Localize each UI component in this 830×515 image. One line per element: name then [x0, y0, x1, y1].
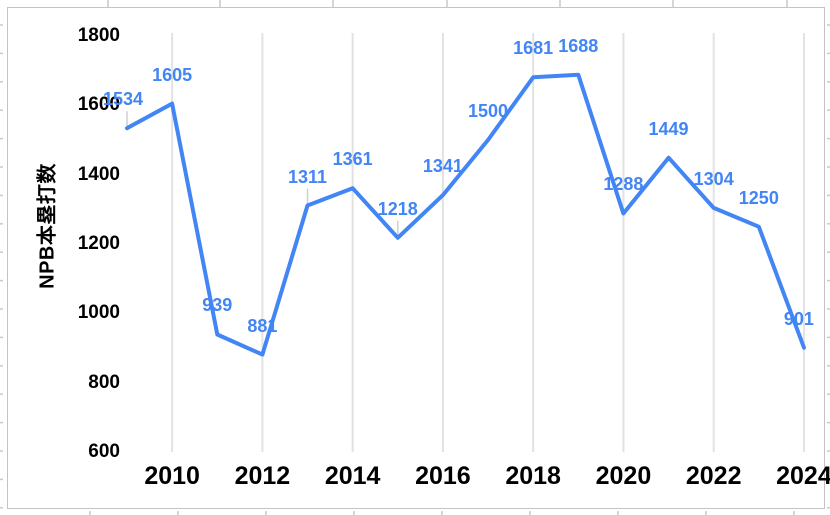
data-point-label: 939	[202, 295, 233, 316]
data-point-label: 1449	[648, 118, 689, 139]
y-tick-label: 1400	[77, 163, 120, 185]
x-tick-label: 2014	[324, 462, 381, 490]
data-point-label: 1250	[738, 187, 779, 208]
data-point-label: 1688	[558, 35, 599, 56]
data-point-label: 1681	[513, 38, 554, 59]
data-point-label: 881	[247, 315, 278, 336]
data-point-label: 1534	[102, 89, 144, 110]
y-tick-label: 1800	[77, 25, 120, 46]
data-point-label: 1218	[377, 198, 418, 219]
data-point-label: 1288	[603, 174, 644, 195]
data-point-label: 901	[783, 308, 814, 329]
data-point-label: 1361	[332, 149, 373, 170]
y-tick-label: 800	[88, 371, 120, 393]
series-line	[125, 72, 806, 357]
data-point-label: 1500	[468, 101, 509, 121]
x-tick-label: 2020	[595, 462, 652, 490]
data-point-label: 1341	[422, 156, 463, 177]
y-tick-label: 1000	[77, 302, 120, 324]
x-tick-label: 2016	[415, 462, 471, 490]
data-point-label: 1605	[152, 64, 193, 85]
x-tick-label: 2022	[685, 462, 742, 490]
y-tick-label: 1200	[77, 233, 120, 254]
x-tick-label: 2012	[234, 462, 291, 490]
data-point-label: 1304	[693, 168, 734, 189]
x-tick-label: 2018	[505, 462, 561, 490]
y-tick-label: 1600	[77, 94, 120, 116]
y-tick-label: 600	[88, 441, 120, 462]
x-tick-label: 2024	[776, 462, 830, 490]
x-tick-label: 2010	[144, 462, 200, 490]
data-point-label: 1311	[287, 166, 328, 187]
